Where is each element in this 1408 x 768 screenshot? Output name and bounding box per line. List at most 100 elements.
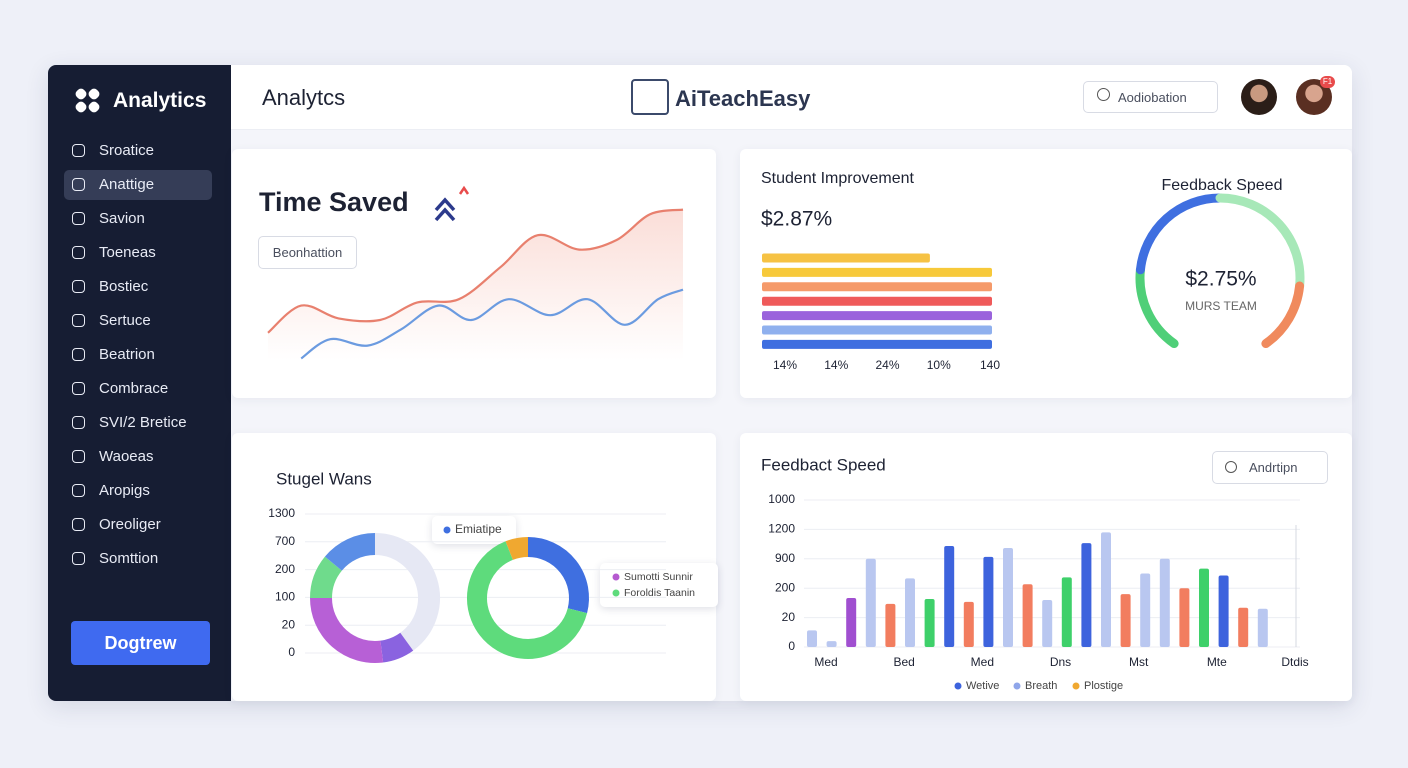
bar (1120, 594, 1131, 647)
y-tick-label: 0 (788, 639, 795, 653)
search-box[interactable]: Andrtipn (1212, 451, 1328, 484)
donut-segment (467, 541, 588, 659)
nav-item[interactable]: Combrace (64, 374, 212, 404)
gauge-value: $2.75% (1185, 268, 1256, 291)
x-tick-label: Dtdis (1281, 655, 1308, 669)
line (300, 288, 684, 360)
y-tick-label: 0 (288, 645, 295, 659)
x-tick-label: Med (971, 655, 994, 669)
nav-icon (72, 382, 85, 395)
donut-segment (374, 533, 440, 651)
bar (1218, 575, 1229, 647)
bar (762, 267, 992, 277)
line (267, 208, 684, 334)
nav-label: SVI/2 Bretice (99, 414, 187, 431)
nav-label: Waoeas (99, 448, 154, 465)
nav-icon (72, 416, 85, 429)
donut-segment (310, 597, 384, 663)
nav-icon (72, 178, 85, 191)
gauge-segment (1135, 265, 1179, 349)
nav-icon (72, 484, 85, 497)
nav-label: Aropigs (99, 482, 150, 499)
y-tick-label: 1300 (268, 506, 295, 520)
donut-segment (505, 537, 529, 561)
x-tick-label: Mst (1129, 655, 1149, 669)
y-tick-label: 20 (282, 617, 296, 631)
bar (1257, 608, 1268, 647)
bar (1101, 532, 1111, 647)
y-tick-label: 200 (775, 580, 795, 594)
legend-label: Plostige (1084, 680, 1123, 692)
trend-icon (458, 185, 470, 195)
nav-item[interactable]: Aropigs (64, 476, 212, 506)
area (268, 209, 683, 360)
legend-label: Breath (1025, 680, 1057, 692)
nav-item[interactable]: Bostiec (64, 272, 212, 302)
nav-item[interactable]: Savion (64, 204, 212, 234)
nav-item[interactable]: Waoeas (64, 442, 212, 472)
nav-label: Sertuce (99, 312, 151, 329)
y-tick-label: 200 (275, 562, 295, 576)
sidebar: Analytics Dogtrew Sroatice Anattige Savion… (48, 65, 231, 701)
nav-icon (72, 348, 85, 361)
bar (1042, 599, 1053, 647)
y-tick-label: 900 (775, 551, 795, 565)
tooltip (600, 563, 718, 607)
bar (762, 339, 992, 349)
legend-label: Emiatipe (455, 522, 502, 536)
nav-item[interactable]: Beatrion (64, 340, 212, 370)
nav-item[interactable]: Sroatice (64, 136, 212, 166)
y-tick-label: 100 (275, 590, 295, 604)
gauge-segment (1135, 193, 1225, 275)
nav-item[interactable]: Oreoliger (64, 510, 212, 540)
nav-item[interactable]: Somttion (64, 544, 212, 574)
donut-segment (310, 556, 343, 599)
filter-button[interactable]: Beonhattion (258, 236, 357, 269)
nav-label: Toeneas (99, 244, 156, 261)
brand-icon (74, 87, 102, 115)
legend-swatch (443, 526, 451, 534)
gauge-segment (1215, 193, 1305, 291)
nav-label: Somttion (99, 550, 159, 567)
brand: Analytics (113, 89, 207, 112)
nav-icon (72, 144, 85, 157)
x-tick-label: Mte (1207, 655, 1227, 669)
badge: F1 (1320, 76, 1335, 88)
nav-icon (72, 314, 85, 327)
avatar[interactable] (1241, 79, 1277, 115)
bar (1003, 548, 1013, 647)
nav-label: Combrace (99, 380, 169, 397)
top-bar: Analytcs AiTeachEasy Aodiobation F1 (231, 65, 1352, 130)
legend-label: Foroldis Taanin (624, 587, 695, 599)
bar (944, 546, 955, 647)
legend-swatch (612, 573, 620, 581)
primary-button[interactable]: Dogtrew (71, 621, 210, 665)
y-tick-label: 700 (275, 534, 295, 548)
gauge-label: MURS TEAM (1185, 299, 1257, 313)
bar (905, 578, 915, 647)
bar (1199, 568, 1209, 647)
nav-item[interactable]: Sertuce (64, 306, 212, 336)
legend-swatch (612, 589, 620, 597)
bar (762, 253, 930, 263)
x-tick-label: 140 (980, 358, 1000, 372)
donut-segment (527, 537, 589, 614)
bar (762, 311, 992, 321)
card-title: Stugel Wans (276, 469, 372, 488)
nav-item[interactable]: SVI/2 Bretice (64, 408, 212, 438)
search-box[interactable]: Aodiobation (1083, 81, 1218, 113)
y-tick-label: 1200 (768, 522, 795, 536)
bar (762, 325, 992, 335)
bar (826, 641, 837, 647)
nav-item[interactable]: Toeneas (64, 238, 212, 268)
legend-label: Wetive (966, 680, 999, 692)
nav-item[interactable]: Anattige (64, 170, 212, 200)
x-tick-label: Med (814, 655, 837, 669)
bar (924, 598, 935, 647)
x-tick-label: 14% (824, 358, 848, 372)
bar (762, 282, 992, 292)
nav-icon (72, 450, 85, 463)
nav-icon (72, 518, 85, 531)
page-title: Analytcs (262, 85, 346, 110)
